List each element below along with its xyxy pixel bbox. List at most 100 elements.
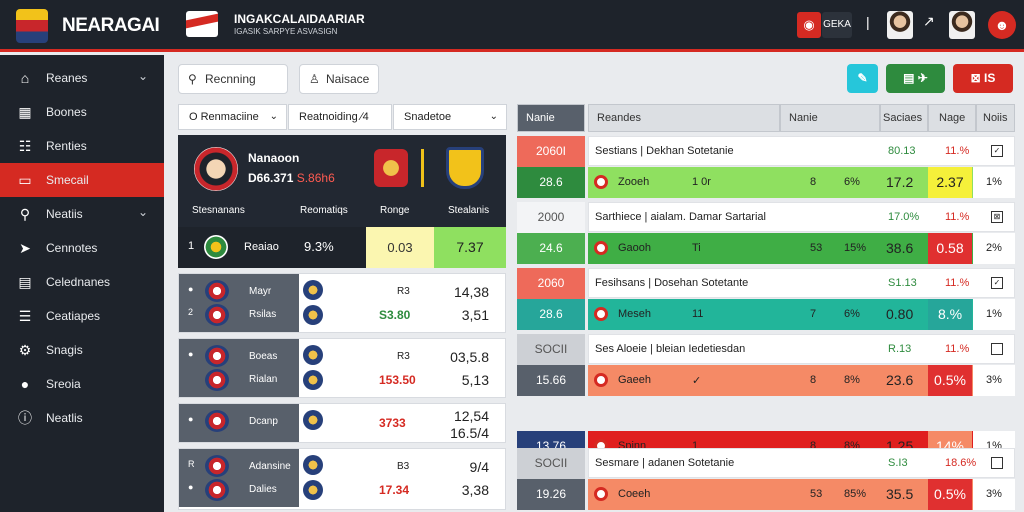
sidebar-item[interactable]: ➤ Cennotes <box>0 231 164 265</box>
match-card[interactable]: ● Boeas Rialan R3 153.50 03,5.8 5,13 <box>178 338 506 398</box>
running-button-label: Recnning <box>205 72 256 86</box>
row-value: 85% <box>844 488 867 500</box>
table-row[interactable]: SOCII 19.26 Sesmare | adanen Sotetanie S… <box>517 448 1015 510</box>
row-percent: 2% <box>973 233 1015 264</box>
notification-icon[interactable]: ☻ <box>988 11 1016 39</box>
match-stat: R3 <box>397 351 410 362</box>
odds-bar[interactable]: Gaooh Ti 53 15% 38.6 0.58 2% <box>588 233 1015 264</box>
odds-cell[interactable]: 8.% <box>928 299 972 330</box>
edit-button[interactable]: ✎ <box>847 64 878 93</box>
rank-cell: 2000 <box>517 202 585 233</box>
score-cell[interactable]: 28.6 <box>517 167 585 198</box>
sidebar-item[interactable]: ⌂ Reanes ⌄ <box>0 61 164 95</box>
odds-cell[interactable]: 0.5% <box>928 365 972 396</box>
team-name: Dcanp <box>249 416 278 427</box>
score-cell[interactable]: 24.6 <box>517 233 585 264</box>
sidebar-item[interactable]: ☰ Ceatiapes <box>0 299 164 333</box>
team-name: Dalies <box>249 484 277 495</box>
team-dot-icon <box>594 241 608 255</box>
sidebar-item-label: Smecail <box>46 173 89 187</box>
table-row[interactable]: 2000 24.6 Sarthiece | aialam. Damar Sart… <box>517 202 1015 264</box>
match-stat: B3 <box>397 461 410 472</box>
row-value: 17.2 <box>886 174 914 190</box>
brand-logo[interactable] <box>16 9 48 43</box>
sidebar-item[interactable]: ⚙ Snagis <box>0 333 164 367</box>
column-header[interactable]: Noiis <box>976 104 1015 132</box>
record-icon[interactable]: ◉ <box>797 12 821 38</box>
row-checkbox[interactable] <box>991 343 1003 355</box>
row-checkbox[interactable]: ✓ <box>991 145 1003 157</box>
row-checkbox[interactable]: ✓ <box>991 277 1003 289</box>
odds-cell[interactable]: 0.5% <box>928 479 972 510</box>
sidebar-item[interactable]: ▤ Celednanes <box>0 265 164 299</box>
search-icon: ⚲ <box>188 72 197 86</box>
column-header[interactable]: Nanie <box>517 104 585 132</box>
odds-bar[interactable]: Gaeeh ✓ 8 8% 23.6 0.5% 3% <box>588 365 1015 396</box>
send-button[interactable]: ▤ ✈ <box>886 64 945 93</box>
match-odds[interactable]: 3733 <box>379 416 406 430</box>
featured-score: D66.371 S.86h6 <box>248 171 335 185</box>
sidebar-item-label: Reanes <box>46 71 88 85</box>
odds-cell-1[interactable]: 0.03 <box>366 227 434 268</box>
sidebar-item[interactable]: ▭ Smecail <box>0 163 164 197</box>
row-stat-red: 11.% <box>945 343 970 355</box>
share-icon[interactable]: ↗ <box>923 13 935 29</box>
avatar[interactable] <box>887 11 913 39</box>
odds-bar[interactable]: Coeeh 53 85% 35.5 0.5% 3% <box>588 479 1015 510</box>
column-header[interactable]: Nage <box>928 104 976 132</box>
match-odds[interactable]: 17.34 <box>379 483 410 497</box>
odds-bar[interactable]: Zooeh 1 0r 8 6% 17.2 2.37 1% <box>588 167 1015 198</box>
match-odds[interactable]: S3.80 <box>379 308 411 322</box>
row-percent: 1% <box>973 299 1015 330</box>
avatar-secondary[interactable] <box>949 11 975 39</box>
featured-row[interactable]: 1 Reaiao 9.3% 0.03 7.37 <box>178 227 506 268</box>
row-marker: ● <box>188 482 194 492</box>
row-checkbox[interactable] <box>991 457 1003 469</box>
sidebar-item[interactable]: ☷ Renties <box>0 129 164 163</box>
row-name: Coeeh <box>618 488 651 500</box>
page-headline: INGAKCALAIDAARIAR <box>234 12 365 26</box>
table-row[interactable]: 2060 28.6 Fesihsans | Dosehan Sotetante … <box>517 268 1015 330</box>
filter-select-3[interactable]: Snadetoe ⌄ <box>393 104 507 130</box>
export-button[interactable]: ⊠ IS <box>953 64 1013 93</box>
filter-select-1[interactable]: O Renmaciine ⌄ <box>178 104 287 130</box>
filter-select-2[interactable]: Reatnoiding ∕4 <box>288 104 392 130</box>
odds-cell[interactable]: 0.58 <box>928 233 972 264</box>
match-card[interactable]: ● 2 Mayr Rsilas R3 S3.80 14,38 3,51 <box>178 273 506 333</box>
row-header: Fesihsans | Dosehan Sotetante S1.13 11.%… <box>588 268 1015 298</box>
running-button[interactable]: ⚲ Recnning <box>178 64 288 94</box>
sidebar-item[interactable]: ⚲ Neatiis ⌄ <box>0 197 164 231</box>
row-header: Sestians | Dekhan Sotetanie 80.13 11.% ✓ <box>588 136 1015 166</box>
match-card[interactable]: ● Dcanp 3733 12,54 16.5/4 <box>178 403 506 443</box>
nav-button[interactable]: ♙ Naisace <box>299 64 379 94</box>
odds-bar[interactable]: Meseh 11 7 6% 0.80 8.% 1% <box>588 299 1015 330</box>
score-cell[interactable]: 19.26 <box>517 479 585 510</box>
row-value: 1 <box>692 440 699 452</box>
header-badge[interactable]: GEKA <box>822 12 852 38</box>
column-header[interactable]: Nanie <box>780 104 880 132</box>
featured-match[interactable]: Nanaoon D66.371 S.86h6 Stesnanans Reomat… <box>178 135 506 268</box>
row-checkbox[interactable]: ⊠ <box>991 211 1003 223</box>
team-crest-icon <box>205 479 229 501</box>
table-row[interactable]: SOCII 15.66 Ses Aloeie | bleian Iedeties… <box>517 334 1015 396</box>
sidebar-item[interactable]: ● Sreoia <box>0 367 164 401</box>
row-stat-red: 18.6% <box>945 457 977 469</box>
match-card[interactable]: R ● Adansine Dalies B3 17.34 9/4 3,38 <box>178 448 506 510</box>
odds-cell-2[interactable]: 7.37 <box>434 227 506 268</box>
card-icon: ▭ <box>18 172 32 188</box>
match-odds[interactable]: 153.50 <box>379 373 416 387</box>
score-cell[interactable]: 15.66 <box>517 365 585 396</box>
team-crest-icon <box>205 304 229 326</box>
score-cell[interactable]: 28.6 <box>517 299 585 330</box>
row-stat-green: 17.0% <box>888 211 920 223</box>
table-row[interactable]: 2060I 28.6 Sestians | Dekhan Sotetanie 8… <box>517 136 1015 198</box>
row-name: Meseh <box>618 308 652 320</box>
column-header[interactable]: Reandes <box>588 104 780 132</box>
row-percent: 3% <box>973 365 1015 396</box>
column-header[interactable]: Saciaes <box>880 104 928 132</box>
sidebar-item[interactable]: ▦ Boones <box>0 95 164 129</box>
match-card-teams: R ● Adansine Dalies <box>179 449 299 507</box>
match-card-teams: ● 2 Mayr Rsilas <box>179 274 299 332</box>
odds-cell[interactable]: 2.37 <box>928 167 972 198</box>
sidebar-item[interactable]: ⓘ Neatlis <box>0 401 164 435</box>
